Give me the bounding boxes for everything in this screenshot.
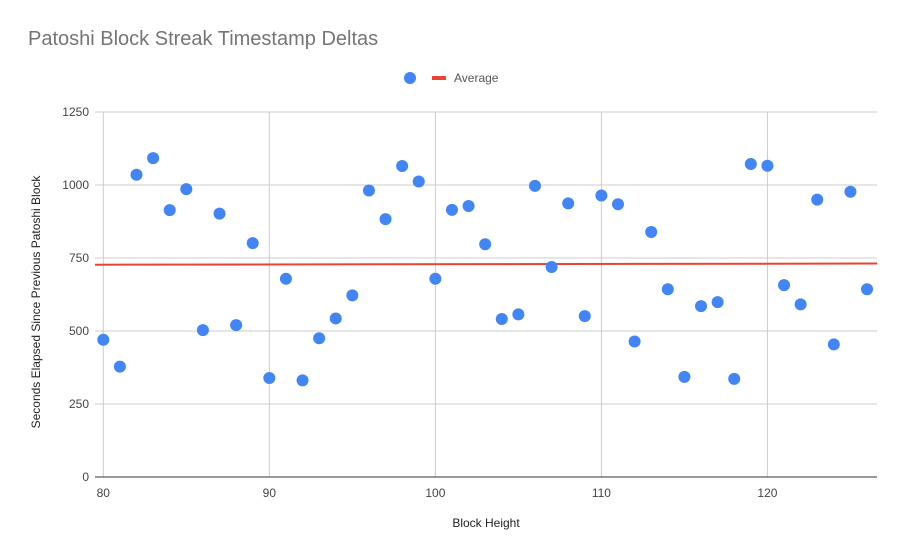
data-point xyxy=(429,272,442,285)
data-point xyxy=(811,193,824,206)
x-tick-label: 120 xyxy=(757,486,777,500)
data-point xyxy=(761,159,774,172)
data-point xyxy=(412,175,425,188)
legend-average-label: Average xyxy=(454,71,499,85)
data-point xyxy=(628,335,641,348)
data-point xyxy=(495,313,508,326)
data-point xyxy=(545,261,558,274)
data-point xyxy=(279,272,292,285)
data-point xyxy=(313,332,326,345)
data-point xyxy=(844,185,857,198)
data-point xyxy=(462,200,475,213)
x-tick-label: 80 xyxy=(97,486,111,500)
data-point xyxy=(263,372,276,385)
data-point xyxy=(246,237,259,250)
data-point xyxy=(661,283,674,296)
legend: Average xyxy=(404,70,498,86)
data-point xyxy=(595,189,608,202)
y-tick-label: 750 xyxy=(69,251,89,265)
data-point xyxy=(445,203,458,216)
data-point xyxy=(213,207,226,220)
chart-title: Patoshi Block Streak Timestamp Deltas xyxy=(28,28,379,50)
data-point xyxy=(362,184,375,197)
data-point xyxy=(396,160,409,173)
x-tick-label: 110 xyxy=(592,486,611,500)
legend-average-marker xyxy=(432,76,446,80)
average-line xyxy=(94,262,878,266)
data-point xyxy=(180,183,193,196)
data-point xyxy=(794,298,807,311)
data-point xyxy=(512,308,525,321)
y-tick-label: 500 xyxy=(69,324,89,338)
data-point xyxy=(645,226,658,239)
y-tick-label: 250 xyxy=(69,397,89,411)
data-point xyxy=(97,333,110,346)
data-point xyxy=(379,213,392,226)
legend-points-marker xyxy=(404,72,416,84)
data-point xyxy=(528,179,541,192)
data-point xyxy=(130,168,143,181)
data-point xyxy=(329,312,342,325)
data-point xyxy=(861,283,874,296)
data-point xyxy=(728,372,741,385)
y-tick-label: 1250 xyxy=(62,105,89,119)
y-tick-label: 0 xyxy=(82,470,89,484)
data-point xyxy=(611,198,624,211)
data-point xyxy=(163,204,176,217)
data-point xyxy=(562,197,575,210)
data-point xyxy=(695,300,708,313)
data-point xyxy=(147,152,160,165)
data-point xyxy=(744,157,757,170)
x-tick-label: 100 xyxy=(425,486,445,500)
data-point xyxy=(678,370,691,383)
x-axis-label: Block Height xyxy=(452,516,520,530)
data-point xyxy=(578,310,591,323)
data-point xyxy=(346,289,359,302)
data-point xyxy=(778,279,791,292)
data-point xyxy=(113,360,126,373)
data-point xyxy=(196,324,209,337)
x-tick-label: 90 xyxy=(263,486,277,500)
data-point xyxy=(827,338,840,351)
data-point xyxy=(296,374,309,387)
data-point xyxy=(230,319,243,332)
data-point xyxy=(479,238,492,251)
y-tick-label: 1000 xyxy=(62,178,89,192)
data-point xyxy=(711,296,724,309)
